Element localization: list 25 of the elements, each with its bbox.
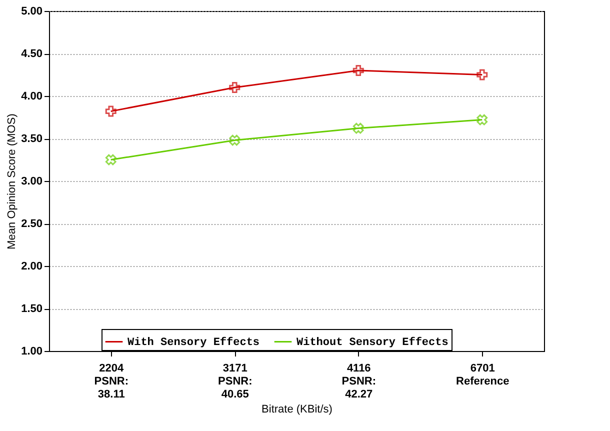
x-tick-label: 6701 Reference (456, 362, 510, 388)
y-axis-title: Mean Opinion Score (MOS) (6, 114, 18, 250)
point (476, 114, 488, 126)
point (352, 65, 364, 76)
y-tick-label: 1.50 (21, 303, 42, 315)
point (352, 122, 364, 134)
x-tick-label: 2204 PSNR: 38.11 (94, 362, 128, 400)
x-tick-label: 3171 PSNR: 40.65 (218, 362, 252, 400)
point (229, 134, 240, 146)
point (105, 106, 116, 117)
point (105, 154, 116, 166)
y-tick-label: 4.00 (21, 90, 42, 102)
legend-label: With Sensory Effects (128, 336, 260, 349)
y-tick-label: 2.50 (21, 218, 42, 230)
y-tick-label: 4.50 (21, 48, 42, 60)
point (229, 82, 240, 93)
x-axis-title: Bitrate (KBit/s) (262, 404, 332, 416)
y-tick-label: 1.00 (21, 346, 42, 358)
y-tick-label: 5.00 (21, 6, 42, 18)
y-tick-label: 2.00 (21, 260, 42, 272)
point (476, 69, 488, 80)
legend-label: Without Sensory Effects (296, 336, 448, 349)
y-tick-label: 3.00 (21, 176, 42, 188)
y-tick-label: 3.50 (21, 133, 42, 145)
x-tick-label: 4116 PSNR: 42.27 (342, 362, 376, 400)
